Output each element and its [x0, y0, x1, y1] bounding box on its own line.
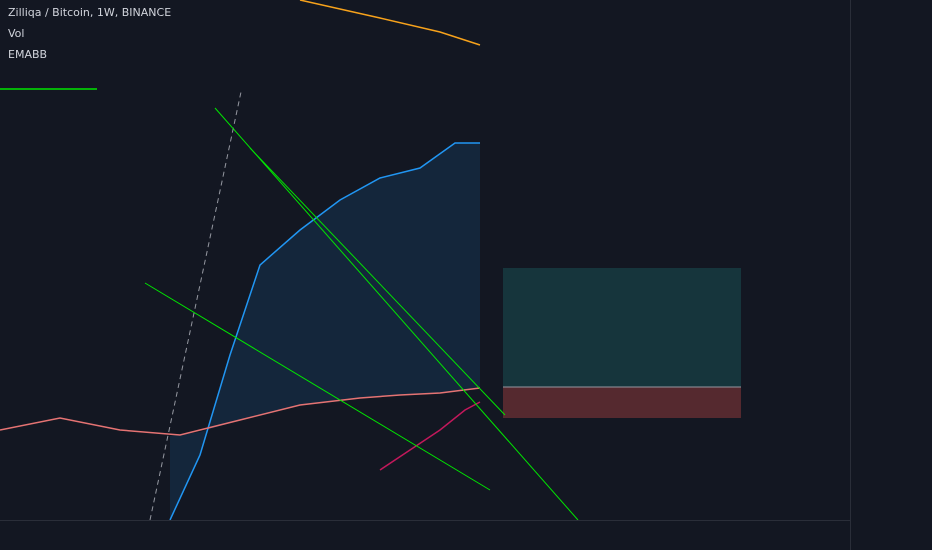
drawings	[0, 0, 741, 520]
band-lower	[379, 401, 481, 471]
trendline	[214, 107, 579, 520]
indicator-label: Vol	[8, 27, 24, 40]
dashed-trend	[149, 91, 242, 520]
legend: Zilliqa / Bitcoin, 1W, BINANCE Vol EMABB	[8, 6, 171, 61]
trendline	[249, 147, 506, 416]
indicator-label: EMABB	[8, 48, 47, 61]
long-target-zone	[503, 268, 741, 387]
long-stop-zone	[503, 387, 741, 418]
ema-line	[299, 0, 481, 46]
trendline	[144, 282, 491, 491]
band-basis	[0, 387, 481, 436]
chart-title: Zilliqa / Bitcoin, 1W, BINANCE	[8, 6, 171, 19]
band-fill	[170, 143, 480, 520]
band-upper	[169, 142, 480, 520]
